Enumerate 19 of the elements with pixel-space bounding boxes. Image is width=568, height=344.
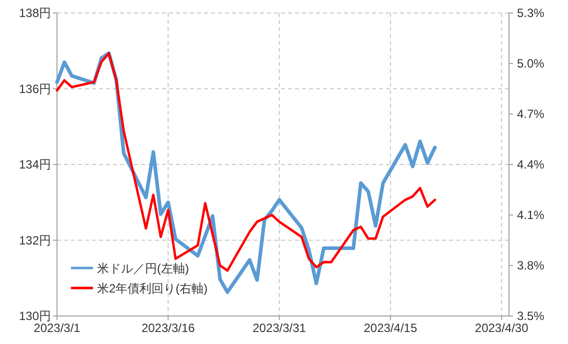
y2-tick-label: 4.1% (517, 208, 545, 222)
y-tick-label: 132円 (18, 233, 51, 248)
x-tick-label: 2023/3/16 (141, 321, 196, 335)
y2-tick-label: 5.0% (517, 56, 545, 70)
y-tick-label: 130円 (18, 309, 51, 323)
legend-label: 米ドル／円(左軸) (97, 262, 189, 276)
y2-tick-label: 4.4% (517, 158, 545, 172)
x-tick-label: 2023/4/30 (474, 321, 529, 335)
y-tick-label: 134円 (18, 158, 51, 172)
x-tick-label: 2023/4/15 (364, 321, 418, 335)
y2-tick-label: 5.3% (517, 6, 545, 20)
y-tick-label: 136円 (18, 82, 51, 96)
y-tick-label: 138円 (18, 6, 51, 20)
legend-label: 米2年債利回り(右軸) (97, 282, 208, 296)
y2-tick-label: 3.8% (517, 258, 545, 272)
x-tick-label: 2023/3/1 (34, 321, 81, 335)
y2-tick-label: 4.7% (517, 107, 545, 121)
y2-tick-label: 3.5% (517, 309, 545, 323)
x-tick-label: 2023/3/31 (252, 321, 306, 335)
